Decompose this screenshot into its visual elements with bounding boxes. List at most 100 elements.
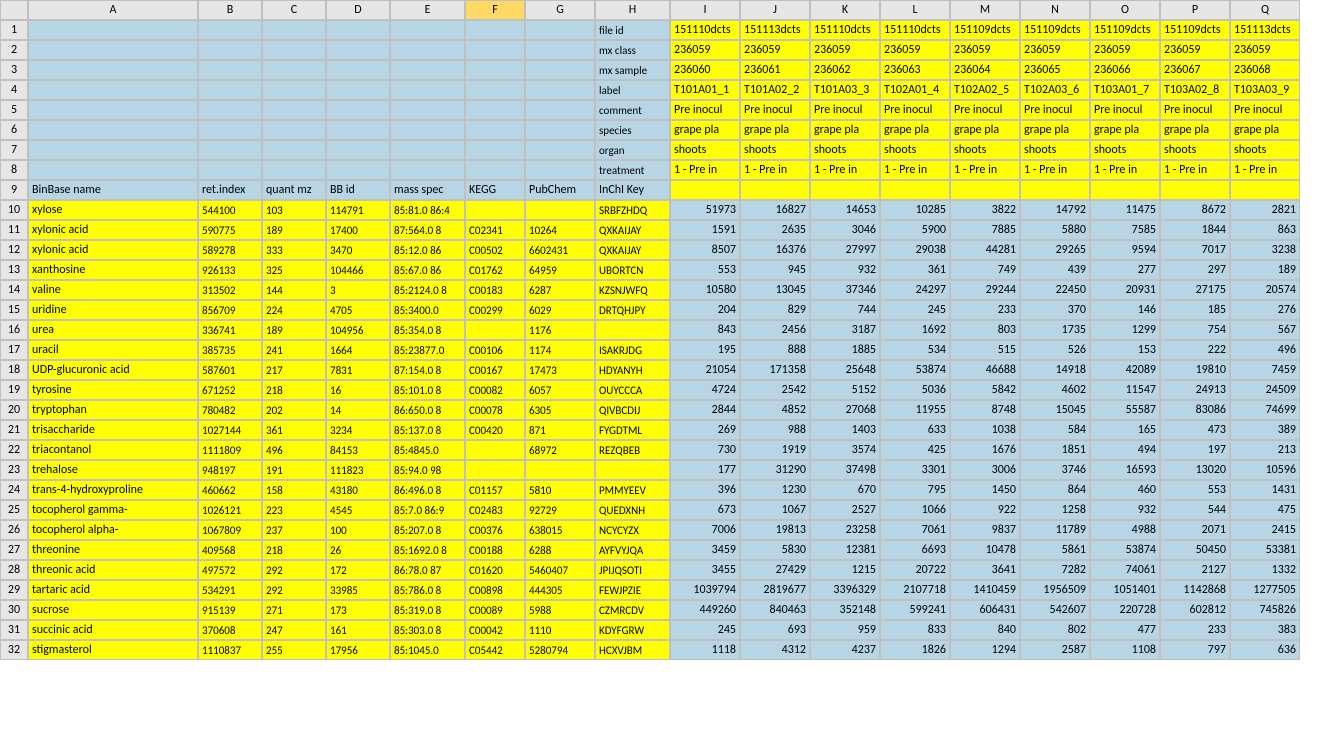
value-cell[interactable]: 37346 — [810, 280, 880, 300]
data-cell[interactable]: 104466 — [326, 260, 390, 280]
value-cell[interactable]: 4852 — [740, 400, 810, 420]
value-cell[interactable]: 730 — [670, 440, 740, 460]
value-cell[interactable]: 21054 — [670, 360, 740, 380]
row-header-10[interactable]: 10 — [0, 200, 28, 220]
data-cell[interactable]: 333 — [262, 240, 326, 260]
data-cell[interactable]: 17473 — [525, 360, 595, 380]
data-cell[interactable]: 589278 — [198, 240, 262, 260]
value-cell[interactable]: 670 — [810, 480, 880, 500]
value-cell[interactable]: 5900 — [880, 220, 950, 240]
cell[interactable] — [525, 160, 595, 180]
cell[interactable] — [262, 140, 326, 160]
cell[interactable] — [465, 120, 525, 140]
data-cell[interactable]: UBORTCN — [595, 260, 670, 280]
value-cell[interactable]: 2587 — [1020, 640, 1090, 660]
value-cell[interactable]: 83086 — [1160, 400, 1230, 420]
value-cell[interactable]: 2107718 — [880, 580, 950, 600]
binbase-name[interactable]: trans-4-hydroxyproline — [28, 480, 198, 500]
value-cell[interactable]: 370 — [1020, 300, 1090, 320]
cell[interactable] — [326, 80, 390, 100]
data-cell[interactable]: 144 — [262, 280, 326, 300]
data-cell[interactable]: 85:4845.0 — [390, 440, 465, 460]
value-cell[interactable]: 449260 — [670, 600, 740, 620]
col-header-J[interactable]: J — [740, 0, 810, 20]
data-cell[interactable]: 292 — [262, 580, 326, 600]
meta-value[interactable]: T102A02_5 — [950, 80, 1020, 100]
data-cell[interactable]: QXKAIJAY — [595, 220, 670, 240]
meta-value[interactable]: Pre inocul — [1090, 100, 1160, 120]
meta-value[interactable]: 236066 — [1090, 60, 1160, 80]
data-cell[interactable]: 68972 — [525, 440, 595, 460]
meta-label[interactable]: treatment — [595, 160, 670, 180]
value-cell[interactable]: 584 — [1020, 420, 1090, 440]
value-cell[interactable]: 1118 — [670, 640, 740, 660]
data-cell[interactable]: 5280794 — [525, 640, 595, 660]
col-header-D[interactable]: D — [326, 0, 390, 20]
meta-value[interactable]: T103A03_9 — [1230, 80, 1300, 100]
value-cell[interactable]: 1038 — [950, 420, 1020, 440]
data-cell[interactable]: 189 — [262, 320, 326, 340]
meta-value[interactable]: shoots — [950, 140, 1020, 160]
cell[interactable] — [198, 20, 262, 40]
value-cell[interactable]: 496 — [1230, 340, 1300, 360]
data-cell[interactable]: 85:1692.0 8 — [390, 540, 465, 560]
meta-value[interactable]: 151113dcts — [1230, 20, 1300, 40]
col-header-P[interactable]: P — [1160, 0, 1230, 20]
value-cell[interactable]: 3046 — [810, 220, 880, 240]
data-cell[interactable]: FEWJPZIE — [595, 580, 670, 600]
meta-value[interactable]: 1 - Pre in — [1020, 160, 1090, 180]
meta-value[interactable]: T101A01_1 — [670, 80, 740, 100]
value-cell[interactable]: 361 — [880, 260, 950, 280]
value-cell[interactable]: 3746 — [1020, 460, 1090, 480]
value-cell[interactable]: 19810 — [1160, 360, 1230, 380]
data-cell[interactable]: 292 — [262, 560, 326, 580]
data-cell[interactable]: 217 — [262, 360, 326, 380]
meta-value[interactable]: grape pla — [880, 120, 950, 140]
meta-value[interactable]: 1 - Pre in — [810, 160, 880, 180]
data-cell[interactable]: 871 — [525, 420, 595, 440]
data-cell[interactable]: 534291 — [198, 580, 262, 600]
value-cell[interactable]: 20722 — [880, 560, 950, 580]
value-cell[interactable]: 16593 — [1090, 460, 1160, 480]
data-cell[interactable]: 6602431 — [525, 240, 595, 260]
data-cell[interactable]: C00299 — [465, 300, 525, 320]
meta-value[interactable]: Pre inocul — [740, 100, 810, 120]
value-cell[interactable]: 1066 — [880, 500, 950, 520]
data-cell[interactable]: 1110 — [525, 620, 595, 640]
data-cell[interactable]: 85:3400.0 — [390, 300, 465, 320]
value-cell[interactable]: 20574 — [1230, 280, 1300, 300]
data-cell[interactable] — [465, 320, 525, 340]
value-cell[interactable]: 542607 — [1020, 600, 1090, 620]
cell[interactable] — [465, 140, 525, 160]
meta-value[interactable]: grape pla — [810, 120, 880, 140]
column-header[interactable]: KEGG — [465, 180, 525, 200]
data-cell[interactable]: 16 — [326, 380, 390, 400]
meta-value[interactable]: shoots — [1160, 140, 1230, 160]
value-cell[interactable]: 2542 — [740, 380, 810, 400]
value-cell[interactable]: 14792 — [1020, 200, 1090, 220]
data-cell[interactable]: 325 — [262, 260, 326, 280]
data-cell[interactable]: JPIJQSOTI — [595, 560, 670, 580]
meta-value[interactable]: T103A02_8 — [1160, 80, 1230, 100]
value-cell[interactable]: 10580 — [670, 280, 740, 300]
row-header-30[interactable]: 30 — [0, 600, 28, 620]
meta-value[interactable]: shoots — [810, 140, 880, 160]
value-cell[interactable]: 606431 — [950, 600, 1020, 620]
data-cell[interactable]: 6287 — [525, 280, 595, 300]
data-cell[interactable]: 17956 — [326, 640, 390, 660]
value-cell[interactable]: 922 — [950, 500, 1020, 520]
row-header-7[interactable]: 7 — [0, 140, 28, 160]
cell[interactable] — [525, 100, 595, 120]
data-cell[interactable]: 85:67.0 86 — [390, 260, 465, 280]
binbase-name[interactable]: succinic acid — [28, 620, 198, 640]
data-cell[interactable]: 14 — [326, 400, 390, 420]
row-header-11[interactable]: 11 — [0, 220, 28, 240]
value-cell[interactable]: 3641 — [950, 560, 1020, 580]
value-cell[interactable]: 1919 — [740, 440, 810, 460]
meta-value[interactable]: 236063 — [880, 60, 950, 80]
data-cell[interactable]: C01157 — [465, 480, 525, 500]
meta-value[interactable]: 1 - Pre in — [1090, 160, 1160, 180]
column-header[interactable]: ret.index — [198, 180, 262, 200]
data-cell[interactable] — [595, 460, 670, 480]
data-cell[interactable]: C01620 — [465, 560, 525, 580]
